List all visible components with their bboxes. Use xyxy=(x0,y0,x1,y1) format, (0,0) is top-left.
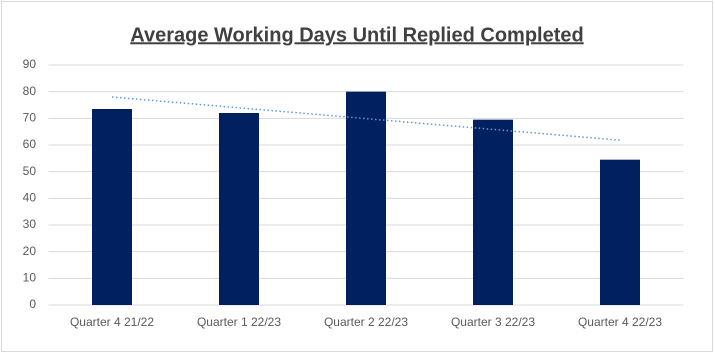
y-tick-label: 10 xyxy=(23,271,37,285)
y-tick-label: 60 xyxy=(23,137,37,151)
x-tick-label: Quarter 1 22/23 xyxy=(197,315,281,329)
bar xyxy=(600,159,640,305)
x-tick-label: Quarter 4 22/23 xyxy=(578,315,662,329)
y-tick-label: 30 xyxy=(23,217,37,231)
bar xyxy=(346,91,386,306)
bar xyxy=(92,109,132,305)
bar xyxy=(219,113,259,305)
y-tick-label: 50 xyxy=(23,164,37,178)
y-tick-label: 80 xyxy=(23,84,37,98)
x-tick-label: Quarter 3 22/23 xyxy=(451,315,535,329)
y-tick-label: 90 xyxy=(23,57,37,71)
trendline xyxy=(111,96,621,141)
y-tick-label: 40 xyxy=(23,191,37,205)
y-tick-label: 70 xyxy=(23,111,37,125)
y-tick-label: 0 xyxy=(29,297,36,311)
bar xyxy=(473,119,513,306)
x-tick-label: Quarter 2 22/23 xyxy=(324,315,408,329)
chart-title: Average Working Days Until Replied Compl… xyxy=(130,24,583,46)
y-tick-label: 20 xyxy=(23,244,37,258)
x-tick-label: Quarter 4 21/22 xyxy=(70,315,154,329)
